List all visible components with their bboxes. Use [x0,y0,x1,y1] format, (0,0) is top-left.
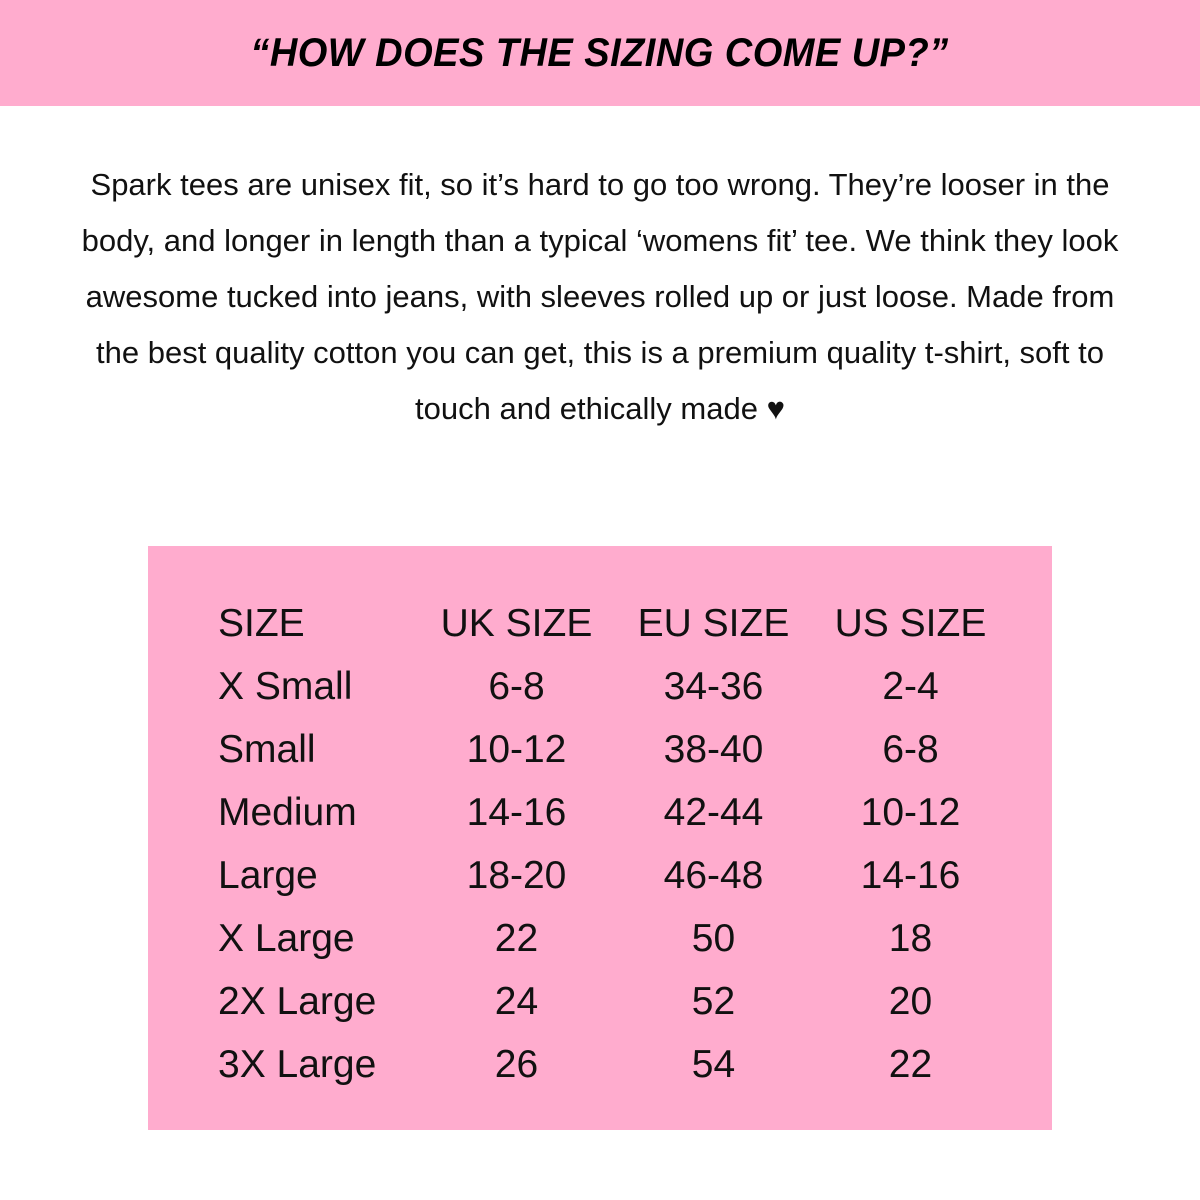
column-header-eu: EU SIZE [637,601,790,645]
eu-size-cell: 52 [691,979,736,1023]
size-name-cell: 2X Large [218,979,377,1023]
eu-size-cell: 54 [691,1042,736,1086]
table-row: X Large 22 50 18 [218,907,1009,970]
us-size-cell: 6-8 [882,727,939,771]
size-name-cell: Small [218,727,316,771]
eu-size-cell: 50 [691,916,736,960]
us-size-cell: 22 [888,1042,933,1086]
eu-size-cell: 46-48 [663,853,764,897]
table-header-row: SIZE UK SIZE EU SIZE US SIZE [218,592,1009,655]
uk-size-cell: 6-8 [488,664,545,708]
table-row: 2X Large 24 52 20 [218,970,1009,1033]
page-title: “HOW DOES THE SIZING COME UP?” [250,30,950,75]
column-header-uk: UK SIZE [440,601,593,645]
size-name-cell: Medium [218,790,357,834]
uk-size-cell: 24 [494,979,539,1023]
intro-paragraph: Spark tees are unisex fit, so it’s hard … [81,167,1119,426]
table-row: 3X Large 26 54 22 [218,1033,1009,1096]
us-size-cell: 14-16 [860,853,961,897]
column-header-size: SIZE [218,601,305,645]
table-row: Medium 14-16 42-44 10-12 [218,781,1009,844]
eu-size-cell: 38-40 [663,727,764,771]
table-row: Large 18-20 46-48 14-16 [218,844,1009,907]
size-name-cell: X Small [218,664,353,708]
us-size-cell: 18 [888,916,933,960]
size-chart: SIZE UK SIZE EU SIZE US SIZE X Small 6-8 3… [148,546,1052,1130]
us-size-cell: 20 [888,979,933,1023]
us-size-cell: 10-12 [860,790,961,834]
table-row: X Small 6-8 34-36 2-4 [218,655,1009,718]
size-name-cell: Large [218,853,318,897]
header-banner: “HOW DOES THE SIZING COME UP?” [0,0,1200,106]
table-row: Small 10-12 38-40 6-8 [218,718,1009,781]
size-name-cell: 3X Large [218,1042,377,1086]
size-table: SIZE UK SIZE EU SIZE US SIZE X Small 6-8 3… [218,592,1009,1096]
uk-size-cell: 14-16 [466,790,567,834]
column-header-us: US SIZE [834,601,987,645]
uk-size-cell: 22 [494,916,539,960]
eu-size-cell: 42-44 [663,790,764,834]
eu-size-cell: 34-36 [663,664,764,708]
uk-size-cell: 26 [494,1042,539,1086]
size-name-cell: X Large [218,916,355,960]
uk-size-cell: 18-20 [466,853,567,897]
us-size-cell: 2-4 [882,664,939,708]
uk-size-cell: 10-12 [466,727,567,771]
